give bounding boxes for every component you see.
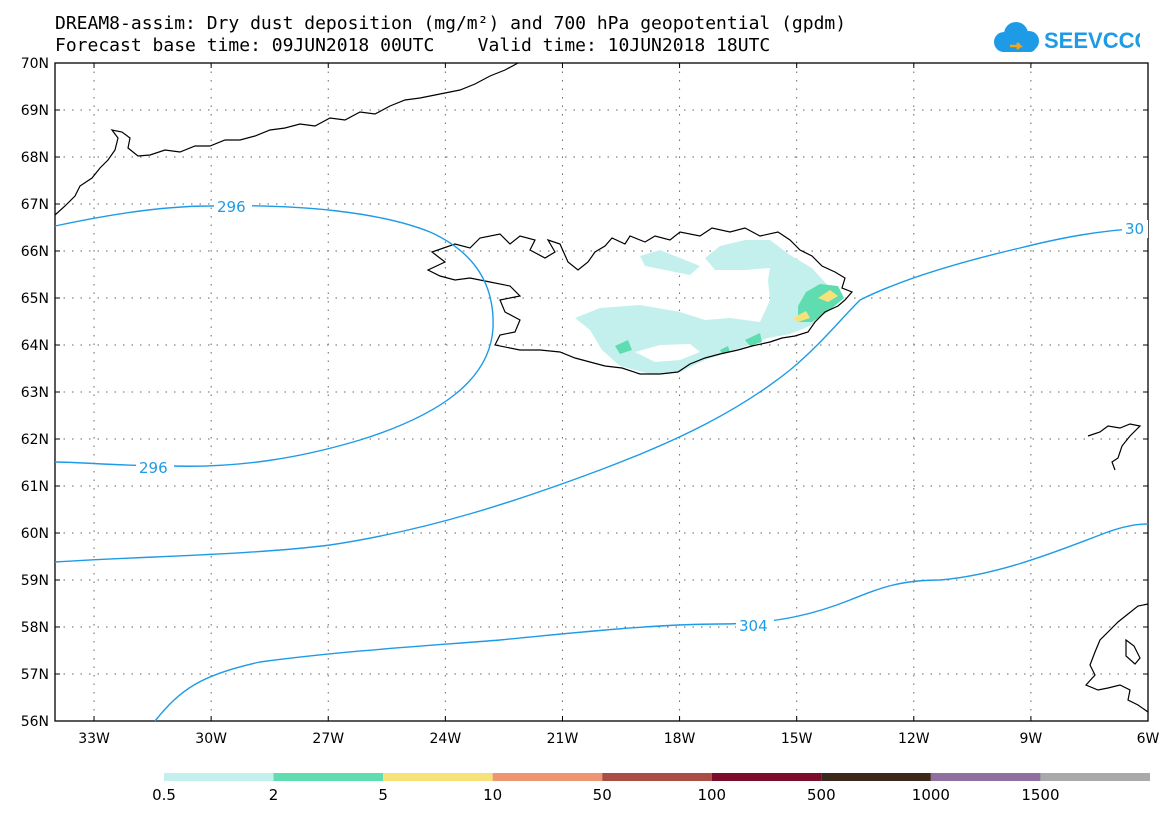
dust-band-0-5-north xyxy=(640,250,700,275)
lat-label: 64N xyxy=(21,338,49,354)
contour-label-296-north: 296 xyxy=(217,198,246,216)
lon-label: 30W xyxy=(195,731,227,747)
lon-label: 6W xyxy=(1137,731,1160,747)
axis-ticks xyxy=(55,62,1149,722)
map-title-line-2: Forecast base time: 09JUN2018 00UTC Vali… xyxy=(55,35,771,56)
legend-label: 0.5 xyxy=(152,786,176,804)
lat-label: 57N xyxy=(21,667,49,683)
contour-300 xyxy=(54,227,1149,563)
lat-label: 65N xyxy=(21,291,49,307)
contour-labels: 296 296 304 30 xyxy=(136,198,1148,635)
lat-label: 61N xyxy=(21,479,49,495)
lat-label: 63N xyxy=(21,385,49,401)
legend-swatch xyxy=(383,773,493,781)
lat-label: 59N xyxy=(21,573,49,589)
scotland-coastline xyxy=(1084,603,1149,713)
map-title-line-1: DREAM8-assim: Dry dust deposition (mg/m²… xyxy=(55,13,847,34)
lon-label: 18W xyxy=(664,731,696,747)
legend-label: 1000 xyxy=(912,786,950,804)
legend-swatch xyxy=(492,773,603,781)
lon-label: 33W xyxy=(78,731,110,747)
legend-swatch xyxy=(711,773,822,781)
graticule xyxy=(55,63,1148,721)
legend-label: 100 xyxy=(697,786,726,804)
logo-text: SEEVCCC xyxy=(1044,28,1140,53)
legend-label: 1500 xyxy=(1021,786,1059,804)
legend-label: 5 xyxy=(378,786,388,804)
lat-label: 60N xyxy=(21,526,49,542)
lat-label: 56N xyxy=(21,714,49,730)
geopotential-contours xyxy=(54,205,1149,722)
legend-swatch xyxy=(930,773,1041,781)
legend-swatch xyxy=(164,773,274,781)
lat-label: 62N xyxy=(21,432,49,448)
lon-label: 15W xyxy=(781,731,813,747)
legend-swatch xyxy=(602,773,712,781)
dust-band-5b xyxy=(793,311,810,322)
contour-label-304: 304 xyxy=(739,617,768,635)
coastlines xyxy=(54,62,1149,713)
legend-swatch xyxy=(821,773,931,781)
lat-label: 67N xyxy=(21,197,49,213)
dust-deposition-shading xyxy=(575,240,844,374)
lon-label: 24W xyxy=(430,731,462,747)
lat-label: 69N xyxy=(21,103,49,119)
map-frame xyxy=(54,62,1149,722)
legend-label: 50 xyxy=(593,786,612,804)
dust-band-2b xyxy=(745,333,762,346)
legend-swatch xyxy=(273,773,384,781)
lat-label: 68N xyxy=(21,150,49,166)
cloud-icon xyxy=(994,22,1039,52)
lat-label: 70N xyxy=(21,56,49,72)
greenland-coastline xyxy=(54,62,519,216)
lat-label: 58N xyxy=(21,620,49,636)
hebrides-coastline xyxy=(1125,638,1141,665)
legend-label: 2 xyxy=(269,786,279,804)
dust-band-0-5 xyxy=(575,240,832,374)
contour-296 xyxy=(54,205,494,467)
contour-label-300-partial: 30 xyxy=(1125,220,1144,238)
iceland-coastline xyxy=(426,227,854,375)
legend-colorbar: 0.5 2 5 10 50 100 500 1000 1500 xyxy=(152,773,1150,804)
legend-label: 10 xyxy=(483,786,502,804)
dust-band-5 xyxy=(818,290,838,302)
lon-label: 9W xyxy=(1020,731,1043,747)
seevccc-logo: SEEVCCC xyxy=(994,22,1140,53)
contour-label-296-south: 296 xyxy=(139,459,168,477)
contour-304 xyxy=(154,523,1149,722)
faroe-shetland-coastline xyxy=(1087,423,1142,471)
lon-label: 21W xyxy=(547,731,579,747)
lon-label: 27W xyxy=(312,731,344,747)
dust-band-2c xyxy=(615,340,632,354)
lat-label: 66N xyxy=(21,244,49,260)
dust-hole xyxy=(635,344,700,362)
legend-swatch xyxy=(1040,773,1150,781)
lon-label: 12W xyxy=(898,731,930,747)
legend-label: 500 xyxy=(807,786,836,804)
